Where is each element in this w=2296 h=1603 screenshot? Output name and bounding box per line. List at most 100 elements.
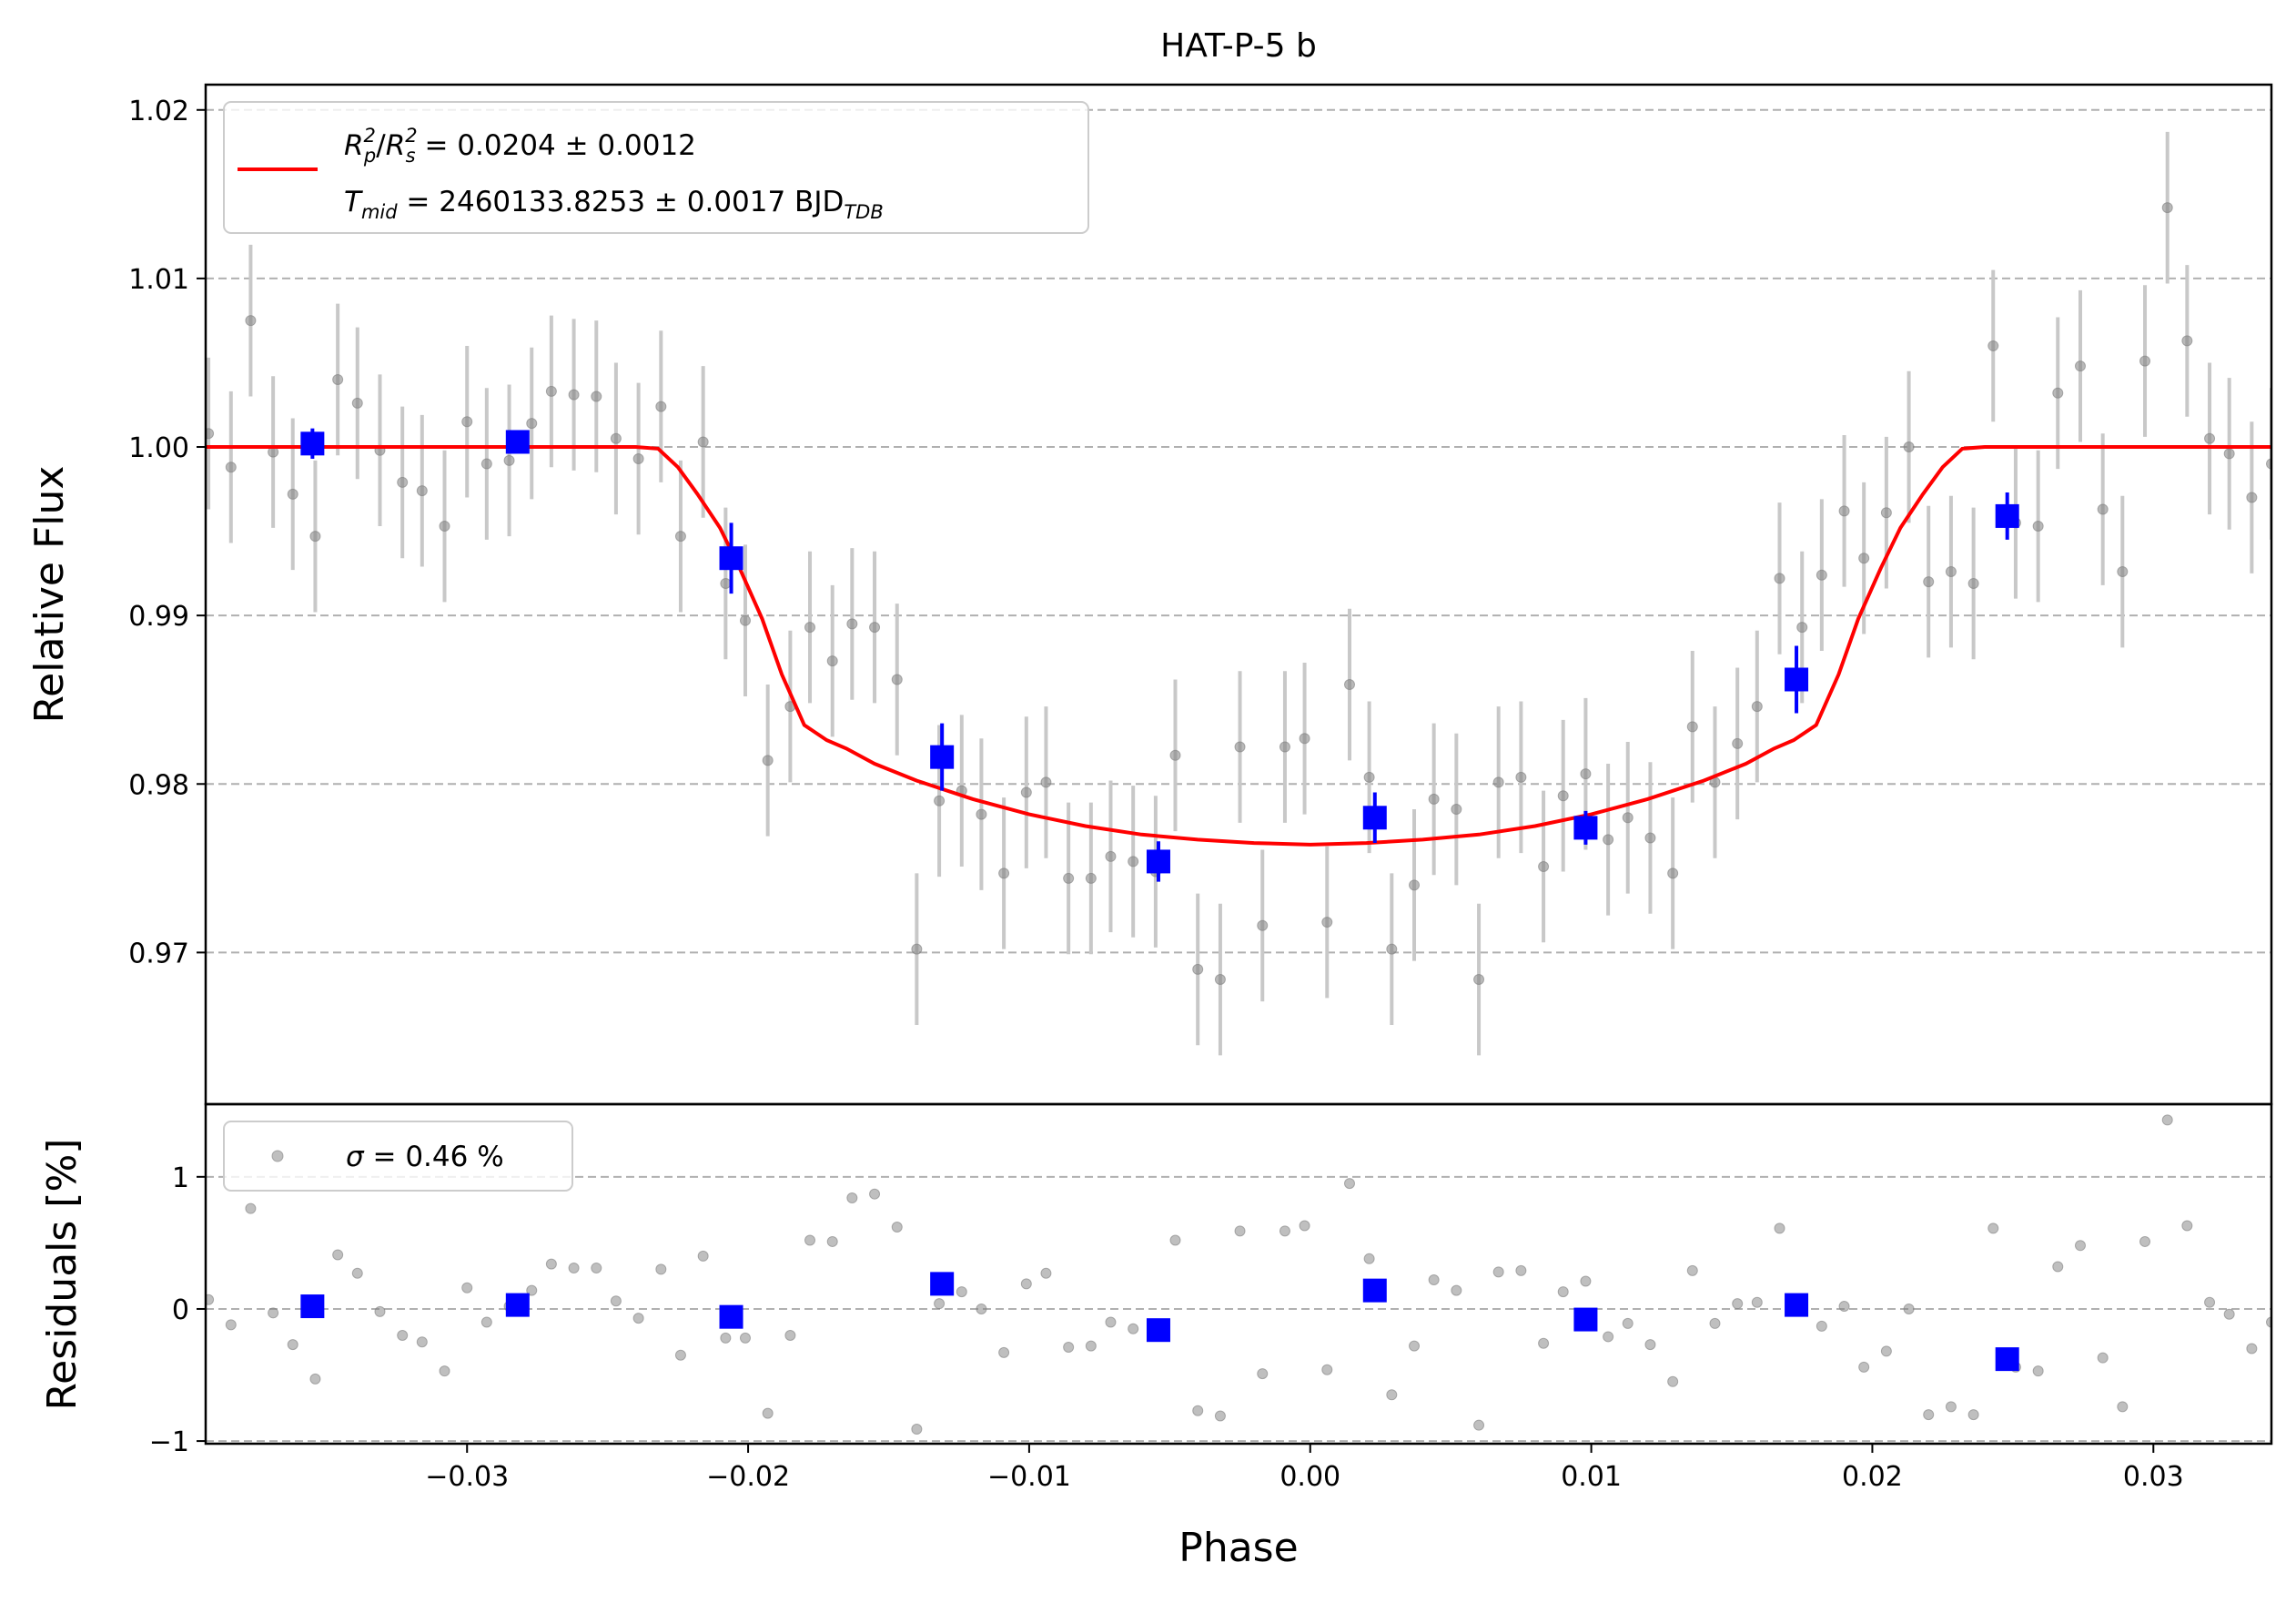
residual-point (1709, 1317, 1721, 1329)
residuals-legend-marker (271, 1150, 284, 1162)
residual-point (1257, 1368, 1269, 1380)
flux-point (2223, 448, 2235, 460)
flux-point (1343, 679, 1355, 691)
flux-point (1686, 721, 1698, 733)
residual-point (1063, 1342, 1075, 1354)
residual-point (697, 1250, 709, 1262)
residuals-y-tick-label: 1 (172, 1162, 189, 1194)
flux-point (1858, 553, 1870, 564)
flux-point (674, 531, 686, 543)
flux-point (1796, 622, 1808, 634)
residual-point (1128, 1323, 1139, 1334)
flux-point (998, 867, 1010, 879)
residual-point (1751, 1296, 1763, 1308)
flux-point (934, 795, 946, 807)
residual-point (1538, 1337, 1550, 1349)
residual-point (891, 1221, 903, 1233)
flux-point (1409, 879, 1421, 891)
residual-point (1622, 1317, 1633, 1329)
flux-point (2052, 387, 2064, 399)
residual-point (374, 1305, 386, 1317)
residual-point (1321, 1364, 1333, 1375)
flux-point (697, 436, 709, 448)
residual-point (846, 1192, 858, 1204)
flux-point (206, 428, 215, 440)
flux-point (911, 943, 923, 955)
flux-point (1622, 812, 1633, 824)
residual-point (1299, 1220, 1310, 1232)
residual-point (1816, 1320, 1827, 1332)
residual-point (784, 1329, 796, 1341)
residual-point (826, 1235, 838, 1247)
residual-point (610, 1295, 622, 1307)
residual-point (1557, 1286, 1569, 1298)
flux-point (1085, 872, 1097, 884)
residuals-legend-box (223, 1121, 573, 1192)
flux-point (545, 385, 557, 397)
residual-point (1214, 1410, 1226, 1422)
residual-point (1667, 1375, 1679, 1387)
residual-binned-point (1995, 1347, 2019, 1372)
flux-point (225, 462, 237, 473)
flux-point (1644, 832, 1656, 844)
residual-point (2052, 1261, 2064, 1273)
flux-point (1557, 790, 1569, 802)
flux-point (655, 401, 667, 412)
flux-point (1299, 733, 1310, 745)
residual-point (1967, 1409, 1979, 1421)
flux-y-ticks: 0.97 0.98 0.99 1.00 1.01 1.02 (128, 96, 206, 969)
flux-point (1816, 569, 1827, 581)
residual-point (397, 1329, 409, 1341)
legend-tmid-entry: Tmid = 2460133.8253 ± 0.0017 BJDTDB (344, 186, 884, 223)
flux-point (1732, 737, 1744, 749)
flux-point (2181, 335, 2193, 347)
flux-point (2246, 492, 2258, 503)
flux-y-tick-label: 1.00 (128, 432, 189, 464)
flux-point (1967, 577, 1979, 589)
flux-point (503, 454, 515, 466)
residual-point (1838, 1301, 1850, 1313)
flux-point (1580, 768, 1592, 780)
residual-point (206, 1294, 215, 1305)
flux-point (804, 622, 816, 634)
flux-point (1192, 963, 1204, 975)
residual-point (1386, 1389, 1398, 1401)
residual-point (1105, 1316, 1117, 1328)
residual-binned-point (930, 1272, 955, 1296)
flux-point (826, 655, 838, 667)
flux-point (1603, 834, 1614, 846)
residual-point (1774, 1223, 1785, 1234)
residual-point (591, 1262, 602, 1273)
residual-point (268, 1307, 279, 1319)
flux-point (439, 521, 450, 533)
residual-point (1343, 1178, 1355, 1190)
residual-point (1451, 1284, 1462, 1296)
residuals-legend: σ = 0.46 % (223, 1121, 573, 1192)
flux-binned-point (719, 546, 743, 571)
flux-point (1538, 860, 1550, 872)
flux-y-tick-label: 1.02 (128, 96, 189, 127)
residual-point (2204, 1296, 2216, 1308)
residual-point (1492, 1266, 1504, 1278)
flux-point (1923, 576, 1935, 588)
flux-binned-point (300, 431, 325, 456)
residual-point (869, 1188, 881, 1200)
residual-point (568, 1262, 580, 1273)
residual-point (632, 1313, 644, 1324)
flux-point (891, 674, 903, 685)
flux-point (1040, 776, 1052, 788)
flux-y-tick-label: 1.01 (128, 264, 189, 296)
flux-point (2117, 566, 2129, 578)
residual-point (225, 1319, 237, 1331)
residual-point (1363, 1253, 1375, 1264)
flux-binned-point (930, 745, 955, 769)
residual-point (911, 1424, 923, 1436)
flux-point (397, 476, 409, 488)
residual-points (206, 1114, 2271, 1436)
flux-y-tick-label: 0.99 (128, 601, 189, 633)
flux-point (720, 577, 732, 589)
residual-point (1428, 1274, 1440, 1286)
flux-point (1363, 771, 1375, 783)
flux-point (2074, 360, 2086, 372)
flux-point (869, 622, 881, 634)
